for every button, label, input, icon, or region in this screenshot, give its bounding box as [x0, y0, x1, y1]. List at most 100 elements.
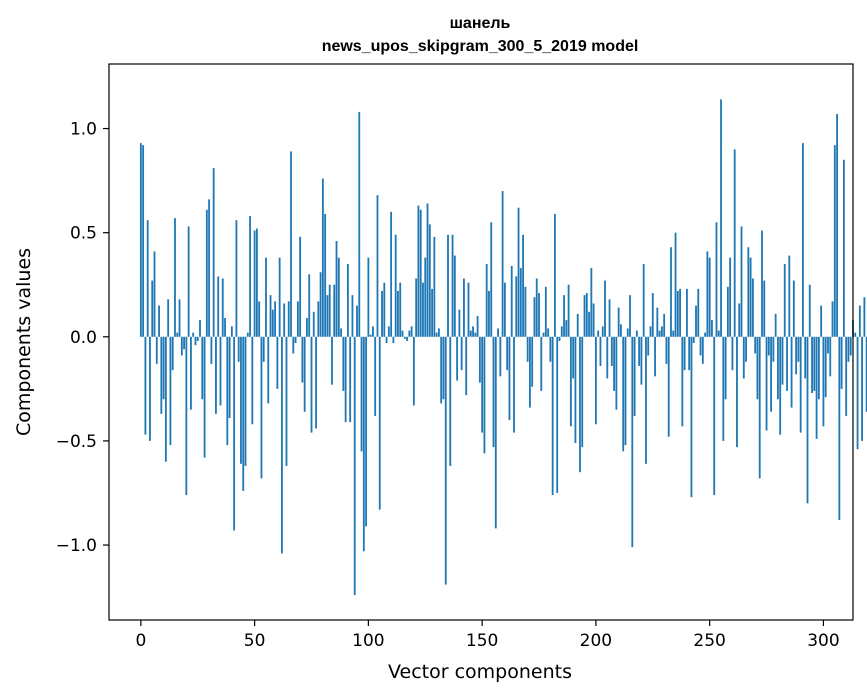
bar-237 — [679, 288, 681, 337]
bar-194 — [581, 336, 584, 448]
bar-204 — [604, 280, 606, 337]
bar-234 — [672, 330, 675, 337]
bar-317 — [861, 336, 864, 441]
bar-161 — [506, 336, 509, 371]
bar-67 — [292, 336, 295, 354]
bar-59 — [274, 301, 276, 337]
bar-98 — [362, 336, 365, 552]
bar-93 — [351, 295, 354, 337]
bar-89 — [342, 336, 345, 391]
bar-293 — [806, 336, 809, 504]
bar-170 — [526, 336, 529, 362]
bar-73 — [306, 318, 308, 337]
bar-32 — [212, 168, 215, 337]
bar-15 — [174, 218, 176, 337]
bar-82 — [326, 295, 329, 337]
bar-160 — [503, 282, 506, 337]
bar-114 — [399, 282, 402, 337]
bar-112 — [394, 234, 397, 337]
bar-174 — [535, 278, 538, 337]
bar-99 — [365, 336, 368, 527]
bar-167 — [519, 268, 522, 337]
bar-148 — [476, 315, 479, 337]
bar-300 — [822, 336, 825, 427]
bar-278 — [772, 336, 775, 362]
bar-48 — [249, 216, 251, 337]
bar-128 — [431, 288, 433, 337]
bar-49 — [251, 336, 254, 425]
bar-197 — [588, 311, 590, 337]
bar-11 — [164, 336, 167, 462]
bar-117 — [406, 336, 408, 341]
y-axis-label: Components values — [13, 248, 35, 436]
bar-182 — [554, 213, 556, 337]
x-axis-ticks: 0 50 100 150 200 250 300 — [135, 620, 840, 651]
bar-276 — [767, 336, 770, 356]
bar-135 — [447, 234, 449, 337]
bar-123 — [419, 209, 422, 337]
bar-46 — [244, 336, 247, 466]
bar-151 — [483, 336, 486, 454]
bar-214 — [626, 328, 629, 337]
bar-47 — [246, 332, 249, 337]
bar-262 — [736, 336, 738, 448]
bar-256 — [722, 336, 725, 441]
bar-165 — [515, 276, 518, 337]
bar-121 — [415, 278, 418, 337]
bar-175 — [538, 293, 540, 337]
x-tick-label: 100 — [352, 631, 384, 651]
bar-181 — [551, 336, 554, 496]
bar-120 — [412, 336, 415, 406]
bar-96 — [358, 111, 361, 337]
bar-236 — [676, 290, 679, 337]
bar-283 — [783, 263, 786, 337]
bar-9 — [160, 336, 163, 414]
x-tick-label: 50 — [244, 631, 266, 651]
bar-132 — [440, 336, 443, 404]
bar-302 — [827, 336, 829, 354]
bar-35 — [219, 336, 222, 406]
bar-106 — [381, 290, 383, 337]
bar-158 — [499, 336, 502, 377]
bar-127 — [428, 224, 431, 337]
bar-231 — [665, 336, 668, 364]
bar-6 — [153, 251, 156, 337]
bar-272 — [758, 336, 761, 479]
bar-207 — [610, 336, 613, 366]
bar-20 — [185, 336, 188, 496]
bar-21 — [187, 226, 190, 337]
bar-150 — [481, 336, 484, 433]
bar-131 — [438, 328, 440, 337]
bar-201 — [597, 330, 600, 337]
bar-169 — [524, 286, 527, 337]
bar-159 — [501, 191, 504, 337]
bar-8 — [158, 305, 160, 337]
bar-109 — [387, 326, 390, 337]
bar-101 — [369, 334, 372, 337]
bar-164 — [513, 336, 515, 433]
bar-183 — [556, 336, 559, 493]
bar-269 — [751, 278, 754, 337]
bar-213 — [624, 336, 627, 446]
bar-312 — [849, 336, 852, 356]
bar-45 — [242, 336, 245, 491]
bar-31 — [210, 336, 213, 364]
bar-190 — [572, 336, 575, 379]
bar-254 — [717, 330, 720, 337]
bar-78 — [317, 301, 320, 337]
bar-282 — [781, 336, 784, 385]
bar-107 — [383, 282, 386, 337]
bar-238 — [681, 336, 684, 427]
chart-title-line1: шанель — [450, 15, 511, 32]
bar-69 — [296, 301, 299, 337]
bar-257 — [724, 336, 727, 400]
bar-314 — [854, 332, 857, 337]
bar-58 — [271, 309, 274, 337]
bar-265 — [742, 336, 745, 379]
bar-206 — [608, 299, 611, 337]
bar-138 — [453, 255, 456, 337]
bar-180 — [549, 336, 552, 362]
bar-307 — [838, 336, 841, 521]
bar-266 — [745, 336, 747, 362]
bar-104 — [376, 195, 379, 337]
